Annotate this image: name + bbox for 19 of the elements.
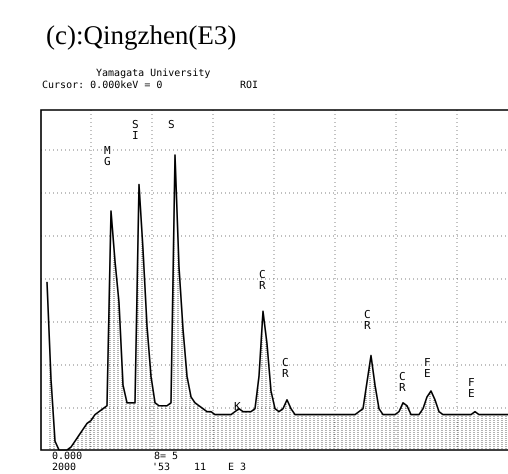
annotation: CR bbox=[399, 370, 406, 394]
text: 11 bbox=[194, 462, 206, 473]
annotation: MG bbox=[104, 144, 111, 168]
text: S bbox=[168, 118, 175, 131]
annotation: CR bbox=[282, 356, 289, 380]
text: ROI bbox=[240, 80, 258, 91]
annotation: FE bbox=[468, 376, 475, 400]
text: 2000 bbox=[52, 462, 76, 473]
text: 0.000 bbox=[52, 451, 82, 462]
annotation: CR bbox=[259, 268, 266, 292]
text: E 3 bbox=[228, 462, 246, 473]
text: Cursor: 0.000keV = 0 bbox=[42, 80, 162, 91]
chart-title: (c):Qingzhen(E3) bbox=[46, 20, 236, 50]
text: 8= 5 bbox=[154, 451, 178, 462]
text: Yamagata University bbox=[96, 68, 210, 79]
annotation: CR bbox=[364, 308, 371, 332]
text: SI bbox=[132, 118, 139, 142]
annotation: FE bbox=[424, 356, 431, 380]
text: '53 bbox=[152, 462, 170, 473]
